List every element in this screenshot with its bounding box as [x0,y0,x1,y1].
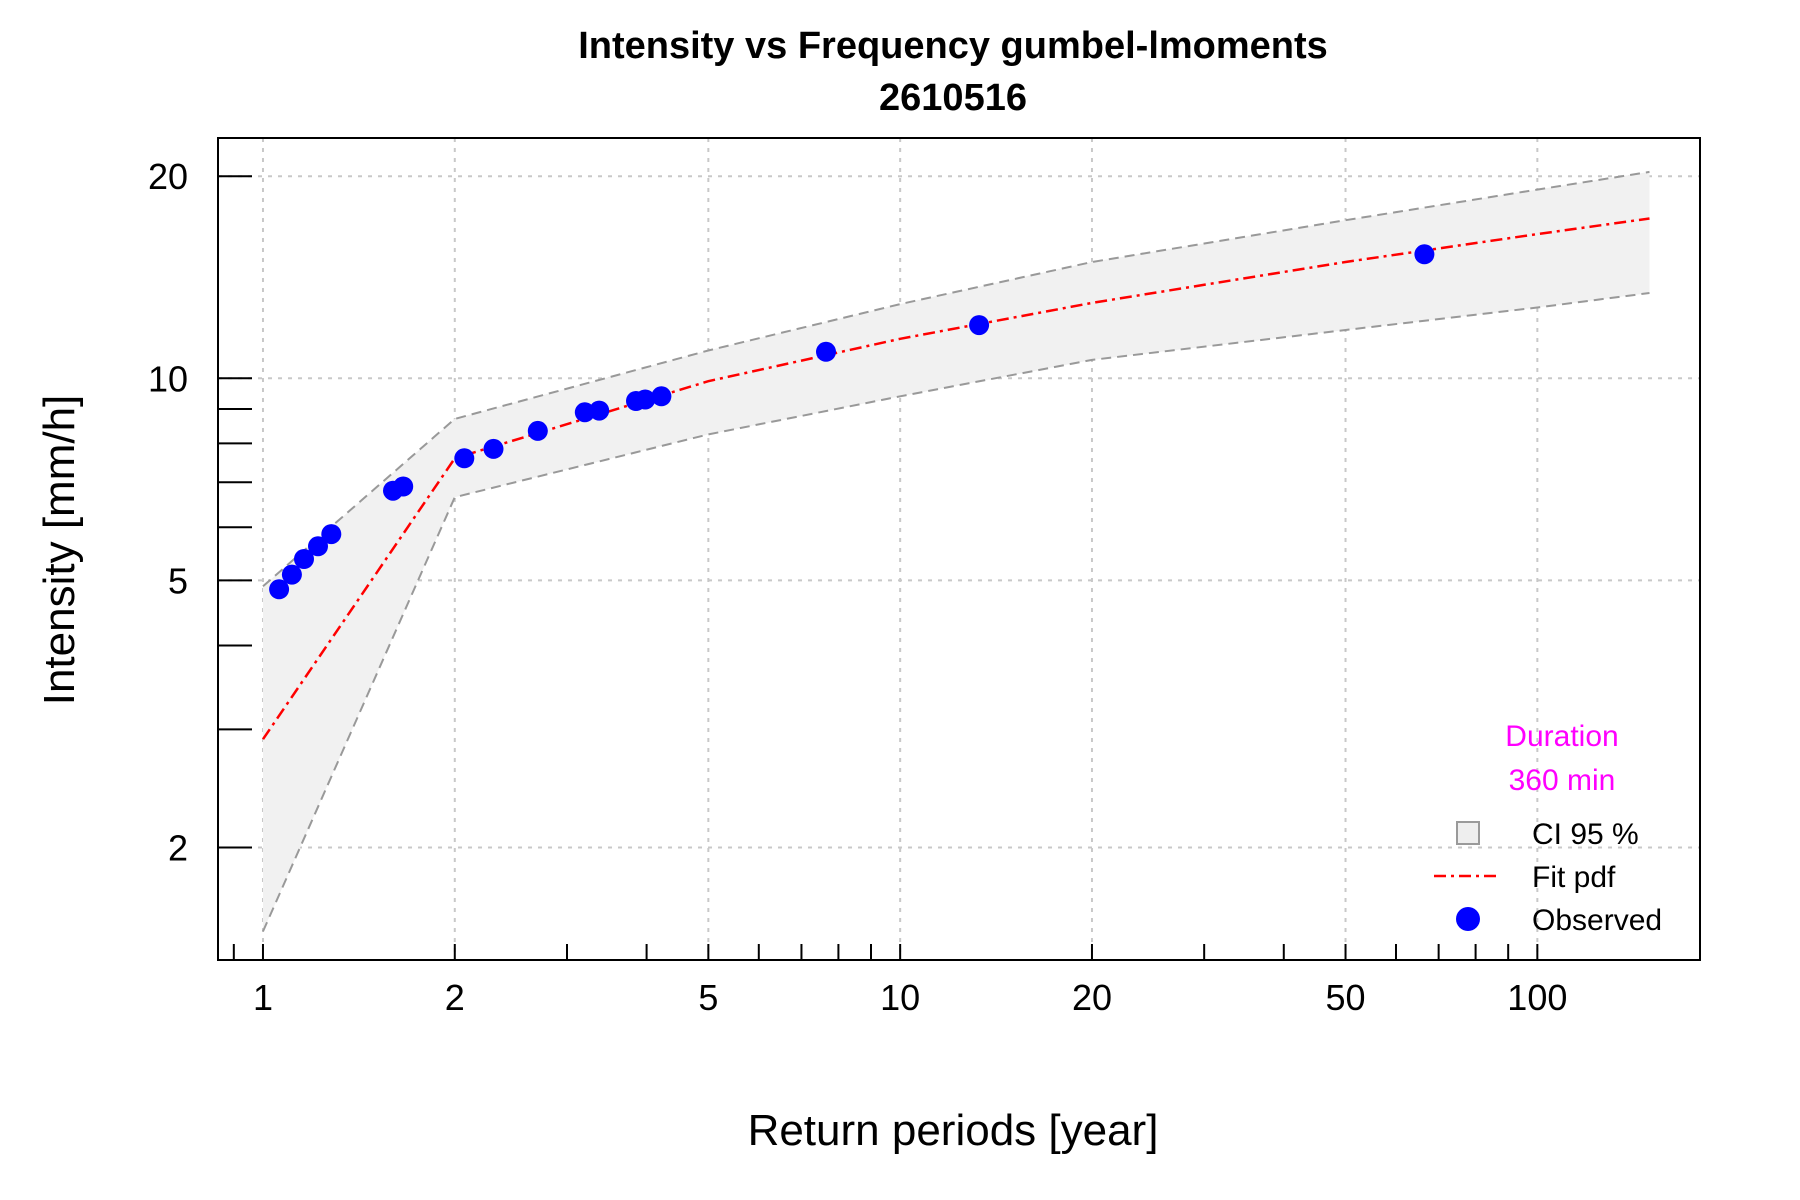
y-axis-title: Intensity [mm/h] [35,395,84,706]
observed-point [483,438,504,459]
chart-title: Intensity vs Frequency gumbel-lmoments [578,25,1328,67]
x-tick-label: 50 [1326,977,1366,1018]
observed-point [393,476,414,497]
observed-point [294,549,314,569]
observed-point [635,389,656,410]
legend-ci-swatch [1456,821,1480,845]
x-tick-label: 10 [880,977,920,1018]
y-tick-label: 10 [148,358,188,399]
ci-band-area [263,171,1650,932]
ci-lower-line [262,292,1650,932]
x-tick-label: 2 [445,977,465,1018]
observed-point [321,524,342,545]
ci-upper-line [262,170,1650,588]
x-axis-title: Return periods [year] [748,1106,1159,1155]
observed-point [1414,244,1435,265]
legend-observed-label: Observed [1532,904,1662,937]
legend-observed-swatch [1456,907,1480,931]
observed-point [651,386,672,407]
observed-point [308,536,328,557]
ci-band [262,170,1650,932]
observed-point [527,420,548,441]
observed-point [281,564,302,585]
y-tick-label: 2 [168,828,188,869]
x-tick-label: 1 [253,977,273,1018]
duration-value: 360 min [1509,764,1616,797]
chart-subtitle: 2610516 [879,77,1027,119]
observed-points [269,244,1435,600]
plot-frame [217,137,1701,961]
axes: 1 2 5 10 20 50 100 2 5 10 20 [148,156,1567,1018]
legend-fit-label: Fit pdf [1532,861,1616,894]
duration-label: Duration [1505,720,1618,753]
observed-point [589,400,610,421]
observed-point [816,341,836,362]
x-tick-label: 20 [1072,977,1112,1018]
y-tick-label: 20 [148,156,188,197]
observed-point [454,448,475,469]
x-tick-label: 100 [1507,977,1567,1018]
legend-ci-label: CI 95 % [1532,818,1639,851]
y-tick-label: 5 [168,560,188,601]
legend: CI 95 % Fit pdf Observed [1434,818,1662,937]
observed-point [969,315,990,336]
x-tick-label: 5 [698,977,718,1018]
observed-point [269,579,290,600]
